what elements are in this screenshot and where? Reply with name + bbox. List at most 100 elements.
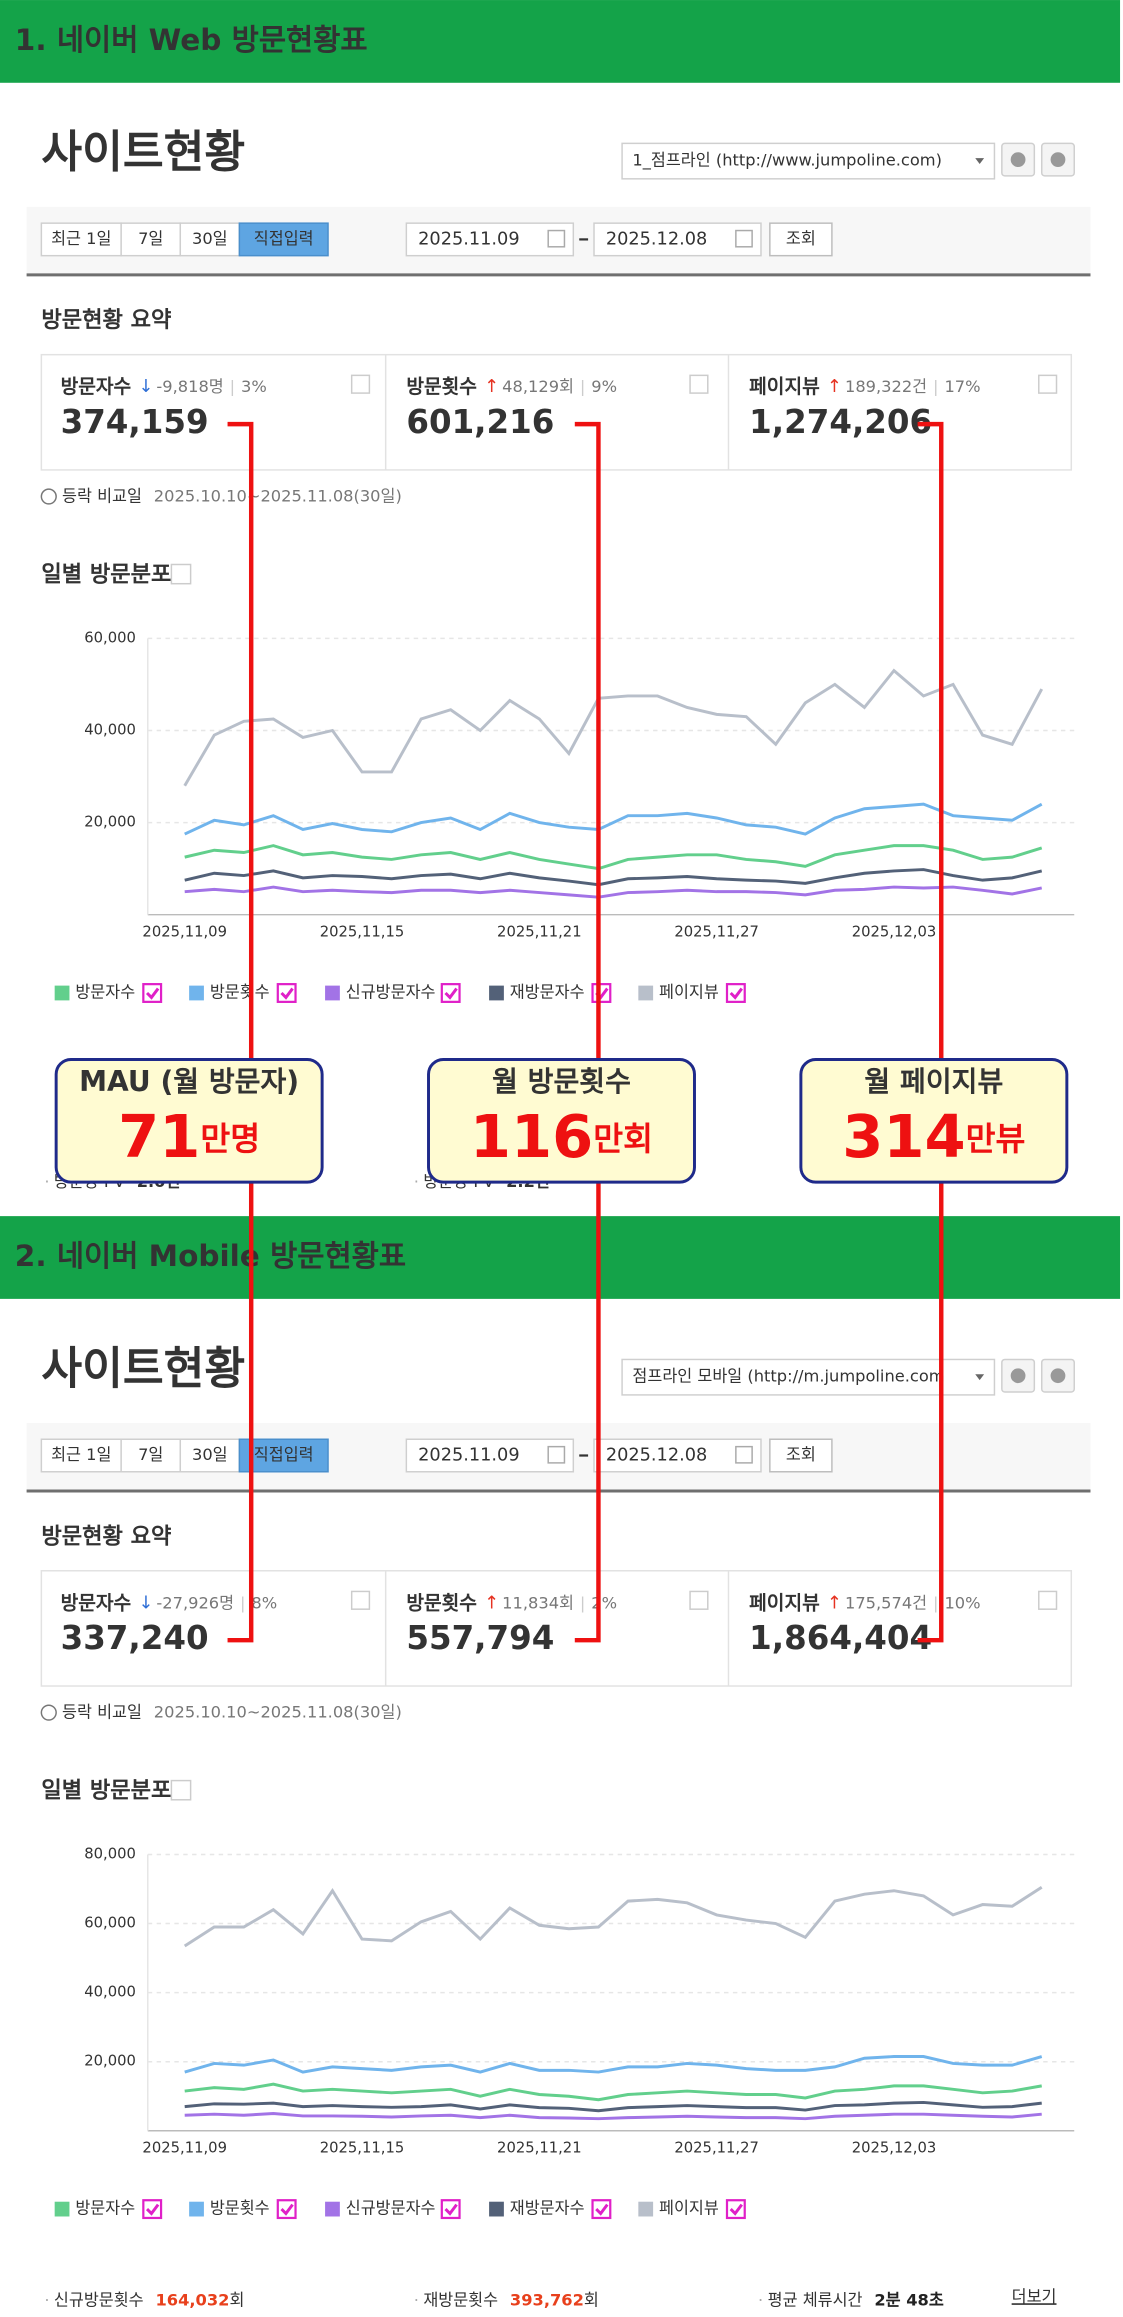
summary-card-header: 페이지뷰 ↑ 175,574건 | 10% <box>749 1591 980 1614</box>
period-tab[interactable] <box>120 1438 182 1473</box>
compare-label: 등락 비교일 <box>62 486 142 505</box>
period-tab[interactable] <box>238 222 329 257</box>
change-separator: | <box>230 377 235 396</box>
legend-check <box>145 987 160 1000</box>
card-detail-button[interactable] <box>350 1590 371 1610</box>
search-button[interactable] <box>769 1438 833 1473</box>
chart-title: 일별 방문분포 <box>41 561 171 587</box>
callout-title: 월 방문횟수 <box>492 1065 631 1098</box>
period-tab-label: 7일 <box>138 1445 163 1464</box>
button-icon <box>1050 1368 1066 1384</box>
period-tab[interactable] <box>40 1438 122 1473</box>
card-detail-button[interactable] <box>350 374 371 394</box>
series-line <box>183 668 1044 787</box>
x-tick-label: 2025,12,03 <box>852 923 937 940</box>
chart-title-button[interactable] <box>170 1779 192 1801</box>
more-link[interactable]: 더보기 <box>1012 2287 1057 2306</box>
y-tick-label: 60,000 <box>84 1915 136 1932</box>
legend-checkbox[interactable] <box>725 983 746 1003</box>
date-input[interactable] <box>593 1438 762 1473</box>
summary-card-header: 페이지뷰 ↑ 189,322건 | 17% <box>749 375 980 398</box>
legend-swatch <box>325 985 340 1001</box>
stat-bullet: · <box>44 1172 49 1191</box>
legend-label: 방문횟수 <box>210 983 270 1002</box>
legend-checkbox[interactable] <box>591 983 612 1003</box>
stat-value: 393,762 <box>510 2290 584 2309</box>
date-input[interactable] <box>405 222 575 257</box>
legend-checkbox[interactable] <box>276 2199 297 2220</box>
trend-arrow: ↑ <box>827 377 842 397</box>
callout-figure: 71만명 <box>118 1102 260 1171</box>
card-value: 557,794 <box>406 1619 554 1657</box>
stat-item: · 재방문횟수 393,762회 <box>414 2290 599 2309</box>
search-button[interactable] <box>769 222 833 257</box>
legend-checkbox[interactable] <box>440 983 461 1003</box>
compare-info: 등락 비교일 2025.10.10~2025.11.08(30일) <box>62 486 402 505</box>
site-select[interactable] <box>621 1358 996 1396</box>
legend-checkbox[interactable] <box>725 2199 746 2220</box>
stat-label: 재방문횟수 <box>423 2290 498 2309</box>
legend-label: 신규방문자수 <box>346 983 436 1002</box>
card-detail-button[interactable] <box>1038 1590 1058 1610</box>
series-line <box>184 2112 1042 2121</box>
y-tick-label: 40,000 <box>84 1984 136 2001</box>
change-separator: | <box>933 1593 938 1612</box>
legend-checkbox[interactable] <box>142 2199 163 2220</box>
legend-check <box>444 987 458 1000</box>
date-value: 2025.11.09 <box>418 229 519 249</box>
period-tab-label: 직접입력 <box>254 1445 314 1464</box>
date-input[interactable] <box>405 1438 575 1473</box>
date-input[interactable] <box>593 222 762 257</box>
chart-title-button[interactable] <box>170 563 192 585</box>
callout-box <box>427 1058 696 1184</box>
legend-swatch <box>638 985 654 1001</box>
period-tab[interactable] <box>120 222 182 257</box>
chart-title: 일별 방문분포 <box>41 1777 171 1803</box>
date-value: 2025.12.08 <box>606 1446 707 1466</box>
period-tab-label: 최근 1일 <box>51 1445 111 1464</box>
series-line <box>184 868 1043 887</box>
card-detail-button[interactable] <box>689 1590 709 1610</box>
series-line <box>184 2082 1042 2102</box>
site-title: 사이트현황 <box>41 1343 245 1394</box>
summary-box <box>40 353 1073 471</box>
button-icon <box>1050 152 1066 168</box>
legend-check <box>145 2203 160 2216</box>
change-separator: | <box>580 377 585 396</box>
card-percent: 9% <box>591 377 617 396</box>
card-detail-button[interactable] <box>1038 374 1058 394</box>
card-detail-button[interactable] <box>689 374 709 394</box>
period-tab[interactable] <box>179 1438 241 1473</box>
summary-card-header: 방문자수 ↓ -27,926명 | 8% <box>61 1591 278 1614</box>
card-label: 페이지뷰 <box>749 375 820 398</box>
legend-check <box>729 987 743 1000</box>
card-value: 374,159 <box>61 403 209 441</box>
period-tab[interactable] <box>238 1438 329 1473</box>
date-value: 2025.12.08 <box>606 229 707 249</box>
trend-arrow: ↑ <box>827 1593 842 1613</box>
card-change: 175,574건 <box>845 1593 927 1612</box>
change-separator: | <box>240 1593 245 1612</box>
callout-title: MAU (월 방문자) <box>79 1065 299 1098</box>
legend-checkbox[interactable] <box>591 2199 612 2220</box>
summary-title: 방문현황 요약 <box>41 1523 171 1549</box>
legend-checkbox[interactable] <box>142 983 163 1003</box>
legend-checkbox[interactable] <box>276 983 297 1003</box>
trend-arrow: ↑ <box>484 377 499 397</box>
calendar-icon <box>547 229 566 248</box>
card-label: 방문자수 <box>61 375 132 398</box>
card-percent: 17% <box>944 377 980 396</box>
connector-line <box>574 421 601 1643</box>
callout-box <box>54 1058 324 1184</box>
card-value: 1,864,404 <box>749 1619 932 1657</box>
button-icon <box>1010 152 1026 168</box>
site-select[interactable] <box>621 142 996 180</box>
card-label: 방문자수 <box>61 1591 132 1614</box>
legend-checkbox[interactable] <box>440 2199 461 2220</box>
callout-figure: 314만뷰 <box>842 1102 1025 1171</box>
callout-figure: 116만회 <box>470 1102 653 1171</box>
period-tab-label: 30일 <box>192 229 228 248</box>
stat-value: 164,032 <box>155 2290 229 2309</box>
legend-label: 방문자수 <box>75 2199 135 2218</box>
